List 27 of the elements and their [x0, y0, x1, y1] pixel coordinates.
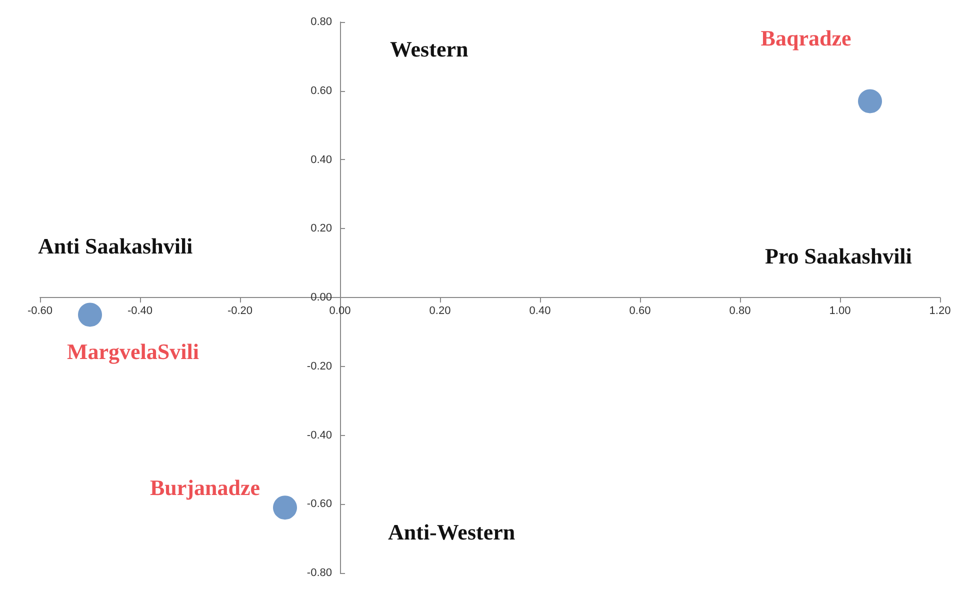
series-label: Baqradze	[760, 26, 852, 51]
x-tick-label: 0.40	[529, 305, 551, 317]
x-tick-label: 1.00	[829, 305, 851, 317]
series-label: Burjanadze	[150, 475, 260, 500]
y-tick-label: -0.80	[306, 567, 332, 579]
annotation: Western	[390, 36, 468, 62]
y-tick-label: 0.60	[310, 84, 332, 97]
y-tick-label: 0.20	[310, 222, 332, 235]
y-tick-label: -0.20	[306, 360, 332, 372]
x-tick-label: 0.80	[729, 305, 751, 317]
series-label: MargvelaSvili	[67, 339, 199, 364]
x-tick-label: -0.40	[127, 305, 153, 317]
x-tick-label: 1.20	[929, 305, 951, 317]
y-tick-label: -0.60	[306, 498, 332, 510]
y-tick-label: -0.40	[306, 429, 332, 442]
x-tick-label: -0.20	[227, 305, 253, 317]
annotation: Anti Saakashvili	[38, 234, 193, 258]
annotation: Anti-Western	[388, 520, 516, 544]
y-tick-label: 0.80	[310, 16, 332, 28]
annotation: Pro Saakashvili	[765, 244, 912, 268]
point	[78, 302, 102, 327]
point	[273, 496, 297, 520]
x-tick-label: -0.60	[27, 305, 53, 317]
y-tick-label: 0.40	[310, 154, 332, 166]
x-tick-label: 0.20	[429, 305, 451, 317]
point	[858, 89, 882, 114]
x-tick-label: 0.60	[629, 305, 651, 317]
